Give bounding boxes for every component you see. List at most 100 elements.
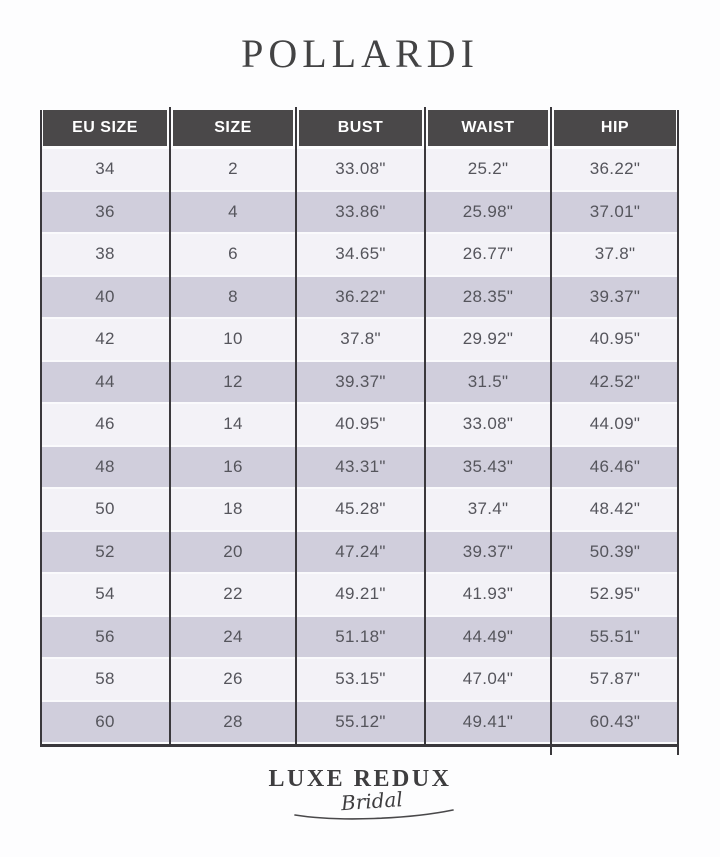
header-cell-eu-size: EU SIZE [40,110,170,149]
table-cell: 54 [95,584,115,604]
brand-footer: LUXE REDUX Bridal [0,766,720,822]
column-divider-1 [169,107,171,747]
table-cell: 55.12" [335,711,386,731]
table-cell: 28 [223,711,243,731]
logo-luxe-redux: LUXE REDUX [268,766,452,792]
table-cell: 2 [228,159,238,179]
column-divider-2 [295,107,297,747]
table-cell: 12 [223,371,243,391]
table-cell: 44.49" [462,626,514,646]
table-cell: 36.22" [335,286,386,306]
table-cell: 36.22" [589,159,641,179]
table-cell: 52 [95,541,115,561]
table-cell: 60.43" [589,711,641,731]
table-row: 40 8 36.22" 28.35" 39.37" [40,276,679,319]
table-cell: 33.08" [462,414,514,434]
table-cell: 29.92" [462,329,514,349]
table-cell: 31.5" [467,371,509,391]
table-cell: 28.35" [462,286,514,306]
table-row: 44 12 39.37" 31.5" 42.52" [40,361,679,404]
table-cell: 45.28" [335,499,386,519]
table-cell: 36 [95,201,115,221]
header-label-waist: WAIST [428,110,548,146]
table-cell: 55.51" [589,626,641,646]
table-cell: 20 [223,541,243,561]
table-cell: 46.46" [589,456,641,476]
column-divider-4 [550,107,552,755]
table-cell: 33.86" [335,201,386,221]
table-cell: 34.65" [335,244,386,264]
table-cell: 44.09" [589,414,641,434]
table-cell: 44 [95,371,115,391]
table-cell: 39.37" [589,286,641,306]
table-cell: 48.42" [589,499,641,519]
table-cell: 33.08" [335,159,386,179]
header-cell-size: SIZE [170,110,296,149]
header-cell-waist: WAIST [425,110,551,149]
header-cell-hip: HIP [551,110,679,149]
table-cell: 50.39" [589,541,641,561]
table-border-right [677,110,679,755]
table-cell: 38 [95,244,115,264]
table-cell: 6 [228,244,238,264]
table-cell: 40.95" [589,329,641,349]
table-header-row: EU SIZE SIZE BUST WAIST HIP [40,110,679,149]
table-cell: 48 [95,456,115,476]
table-cell: 14 [223,414,243,434]
table-cell: 53.15" [335,669,386,689]
table-cell: 37.8" [340,329,381,349]
table-cell: 43.31" [335,456,386,476]
table-cell: 41.93" [462,584,514,604]
table-cell: 4 [228,201,238,221]
table-row: 46 14 40.95" 33.08" 44.09" [40,404,679,447]
table-row: 42 10 37.8" 29.92" 40.95" [40,319,679,362]
table-cell: 16 [223,456,243,476]
table-row: 48 16 43.31" 35.43" 46.46" [40,446,679,489]
table-cell: 57.87" [589,669,641,689]
table-cell: 18 [223,499,243,519]
table-row: 38 6 34.65" 26.77" 37.8" [40,234,679,277]
table-cell: 40.95" [335,414,386,434]
header-label-eu-size: EU SIZE [43,110,167,146]
table-cell: 25.98" [462,201,514,221]
table-cell: 34 [95,159,115,179]
table-cell: 22 [223,584,243,604]
table-row: 52 20 47.24" 39.37" 50.39" [40,531,679,574]
bridal-swash-underline [294,809,454,820]
table-cell: 52.95" [589,584,641,604]
table-cell: 42.52" [589,371,641,391]
column-divider-3 [424,107,426,747]
table-cell: 39.37" [335,371,386,391]
table-cell: 37.4" [467,499,509,519]
table-cell: 42 [95,329,115,349]
table-row: 56 24 51.18" 44.49" 55.51" [40,616,679,659]
table-cell: 47.04" [462,669,514,689]
table-cell: 10 [223,329,243,349]
header-label-size: SIZE [173,110,293,146]
table-cell: 37.8" [594,244,636,264]
table-cell: 35.43" [462,456,514,476]
table-row: 60 28 55.12" 49.41" 60.43" [40,701,679,744]
table-row: 54 22 49.21" 41.93" 52.95" [40,574,679,617]
table-cell: 58 [95,669,115,689]
table-cell: 26.77" [462,244,514,264]
table-cell: 56 [95,626,115,646]
table-border-left [40,110,42,747]
brand-title: POLLARDI [241,31,479,76]
table-cell: 39.37" [462,541,514,561]
table-cell: 47.24" [335,541,386,561]
table-cell: 37.01" [589,201,641,221]
size-table: EU SIZE SIZE BUST WAIST HIP 34 2 33.08" 25.… [40,107,679,755]
table-cell: 40 [95,286,115,306]
table-cell: 49.21" [335,584,386,604]
header-cell-bust: BUST [296,110,425,149]
table-row: 50 18 45.28" 37.4" 48.42" [40,489,679,532]
table-row: 36 4 33.86" 25.98" 37.01" [40,191,679,234]
header-label-hip: HIP [554,110,676,146]
table-cell: 46 [95,414,115,434]
table-cell: 25.2" [467,159,509,179]
table-cell: 26 [223,669,243,689]
table-cell: 50 [95,499,115,519]
table-cell: 24 [223,626,243,646]
